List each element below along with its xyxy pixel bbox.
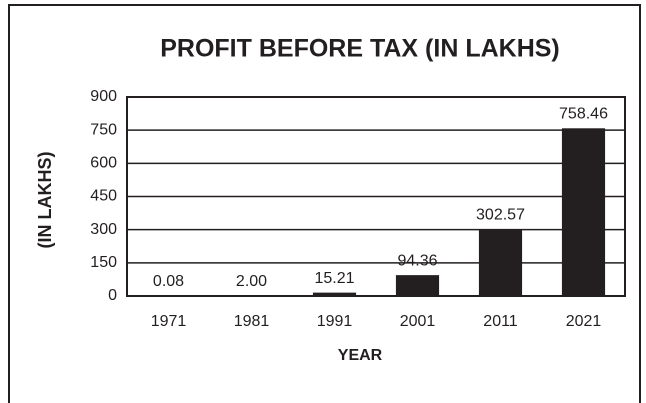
y-tick-label: 750	[90, 121, 117, 138]
value-label: 0.08	[153, 273, 184, 290]
bar	[561, 128, 606, 296]
bar	[395, 275, 440, 296]
y-tick-label: 300	[90, 221, 117, 238]
x-tick-label: 2001	[400, 313, 436, 330]
value-label: 15.21	[314, 270, 354, 287]
y-tick-label: 600	[90, 155, 117, 172]
value-label: 758.46	[559, 106, 608, 123]
value-label: 302.57	[476, 206, 525, 223]
value-label: 2.00	[236, 273, 267, 290]
x-tick-label: 2011	[483, 313, 518, 330]
x-tick-label: 1971	[151, 313, 187, 330]
chart-title: PROFIT BEFORE TAX (IN LAKHS)	[160, 35, 560, 63]
y-axis-label: (IN LAKHS)	[35, 152, 55, 249]
plot-border	[126, 96, 626, 297]
x-tick-label: 1981	[234, 313, 270, 330]
bar	[312, 292, 357, 296]
x-tick-label: 1991	[317, 313, 353, 330]
frame	[8, 4, 641, 403]
y-tick-label: 0	[108, 287, 117, 304]
x-axis-label: YEAR	[338, 347, 383, 364]
bar	[478, 229, 523, 296]
y-tick-label: 150	[90, 254, 117, 271]
y-tick-label: 900	[90, 88, 117, 105]
x-tick-label: 2021	[566, 313, 602, 330]
y-tick-label: 450	[90, 188, 117, 205]
value-label: 94.36	[397, 252, 437, 269]
